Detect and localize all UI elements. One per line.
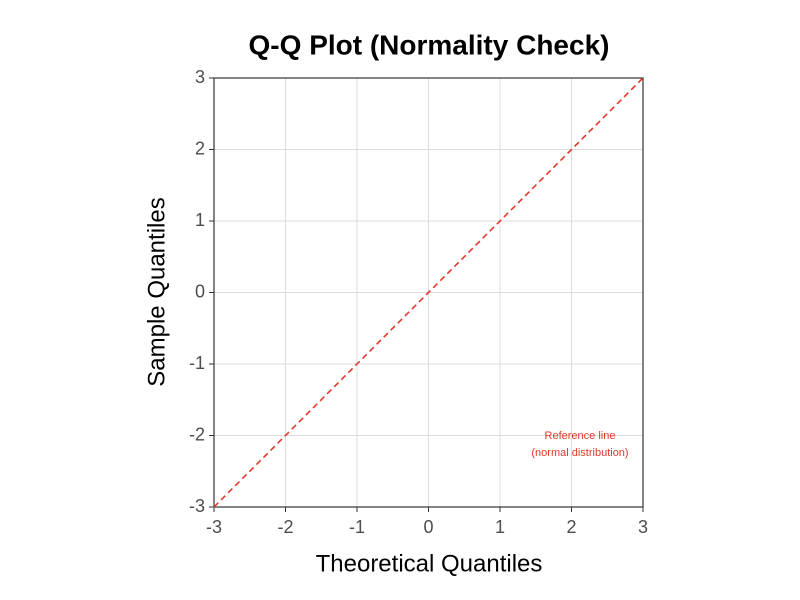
x-tick-label: -1 [349,517,365,537]
y-tick-label: 0 [195,281,205,301]
y-tick-label: 3 [195,67,205,87]
x-tick-label: 3 [638,517,648,537]
reference-line [213,77,644,508]
annotation: Reference line [545,430,616,442]
x-tick-label: -2 [277,517,293,537]
x-tick-label: 2 [566,517,576,537]
y-tick-label: -1 [189,353,205,373]
y-tick-label: 2 [195,138,205,158]
annotation: (normal distribution) [531,447,628,459]
x-tick-label: 0 [423,517,433,537]
x-tick-label: -3 [206,517,222,537]
y-axis-label: Sample Quantiles [143,197,170,386]
y-tick-label: -3 [189,496,205,516]
y-tick-label: -2 [189,424,205,444]
plot-frame [213,77,644,508]
x-axis-label: Theoretical Quantiles [316,550,543,577]
y-tick-label: 1 [195,210,205,230]
chart-title: Q-Q Plot (Normality Check) [249,29,610,60]
x-tick-label: 1 [495,517,505,537]
